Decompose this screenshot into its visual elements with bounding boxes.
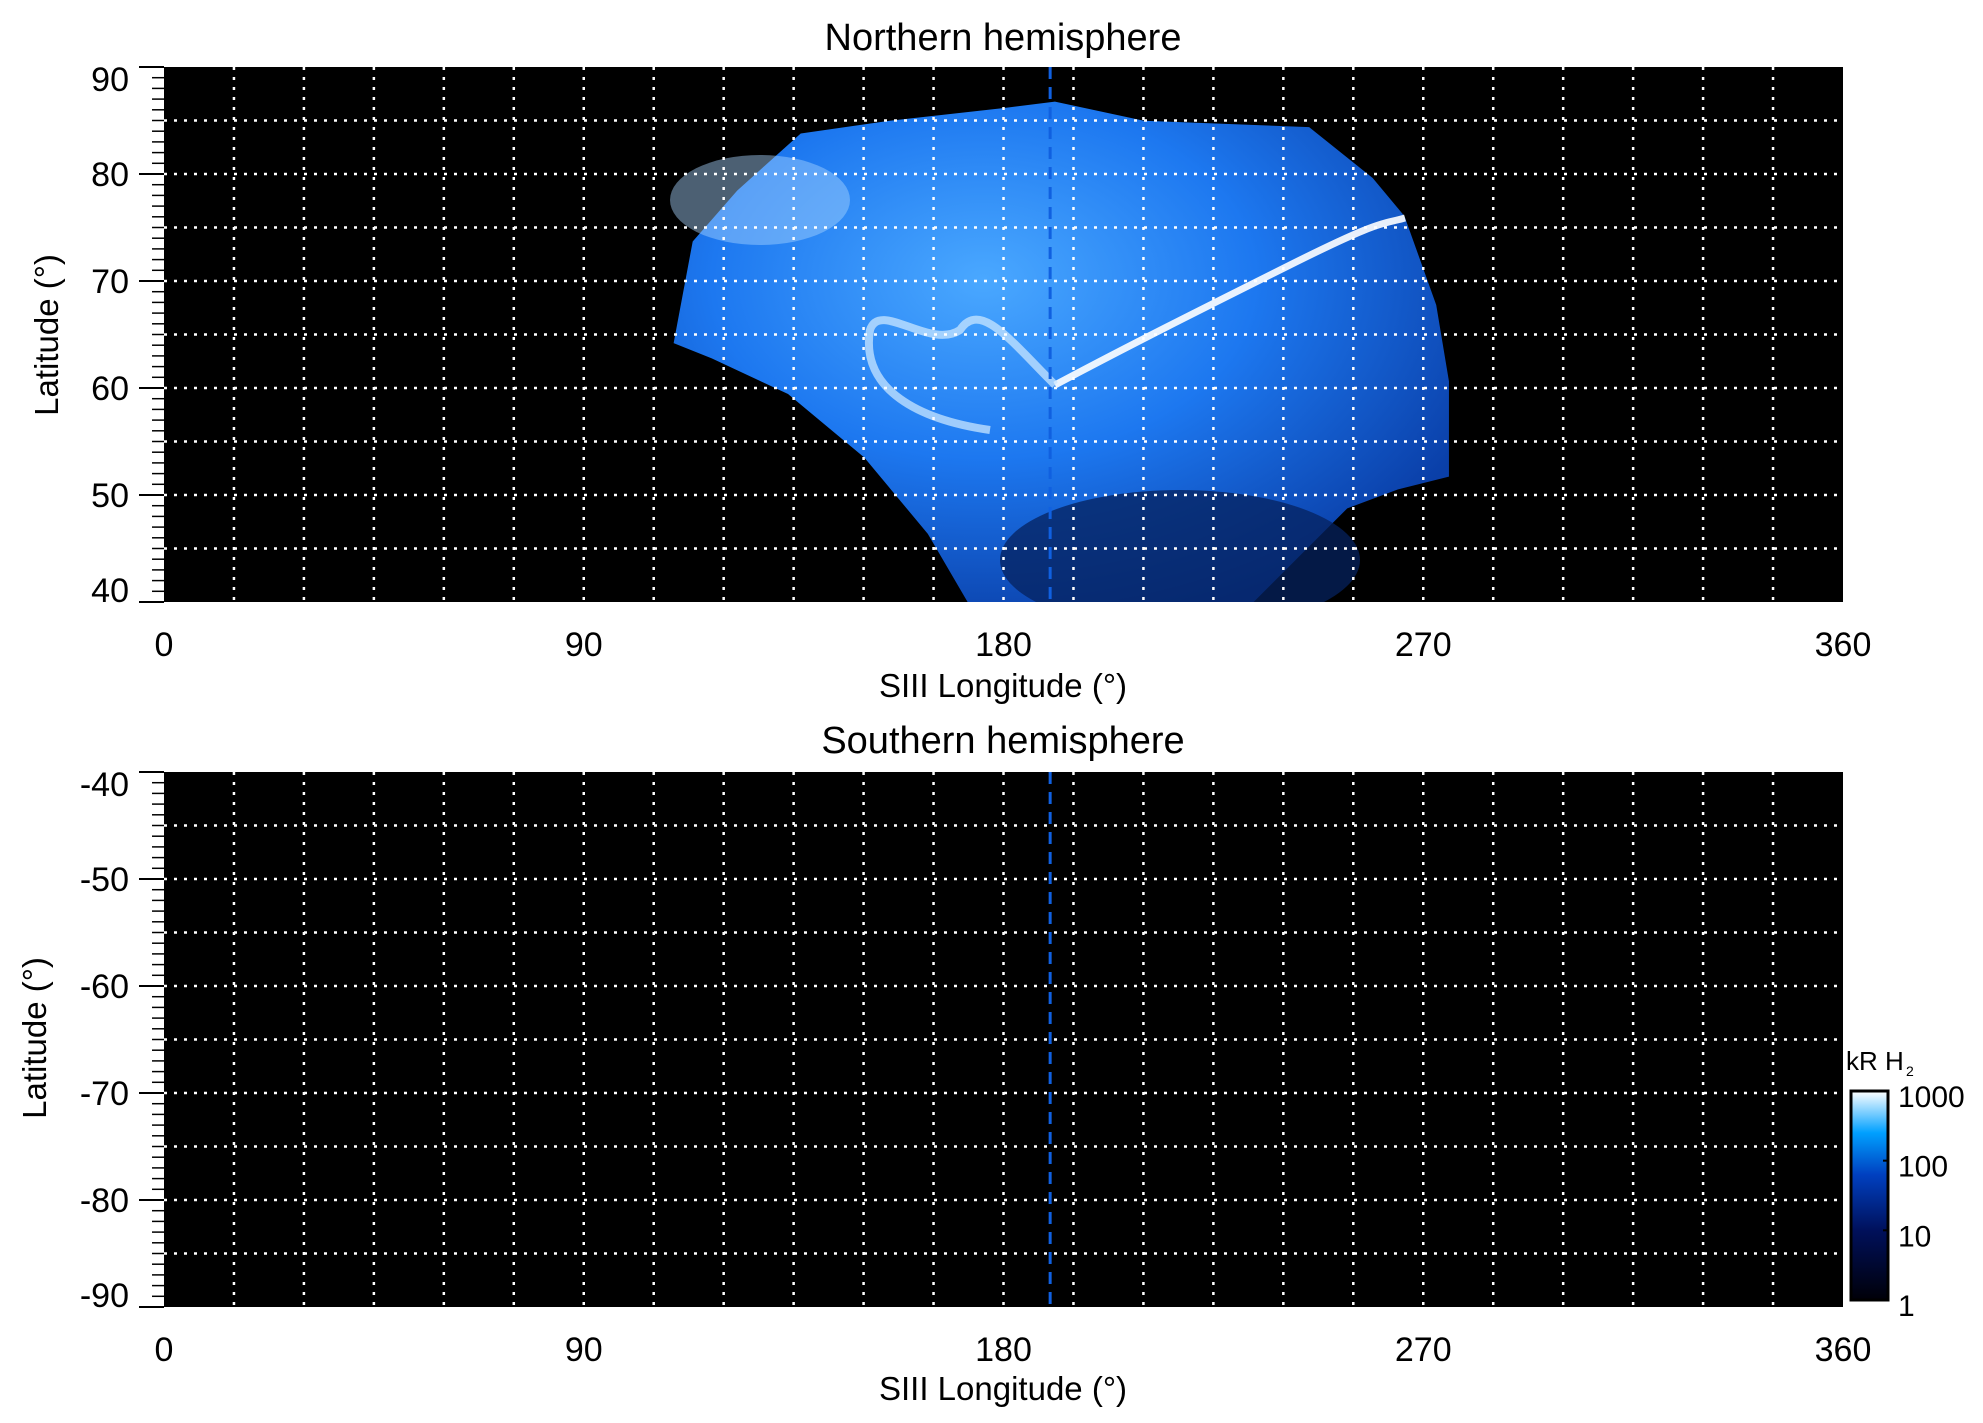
y-tick-label: 50 [91, 477, 129, 515]
y-tick-label: -40 [80, 766, 129, 804]
plot-area [164, 772, 1843, 1307]
colorbar-label: kR H [1846, 1046, 1904, 1076]
x-tick-label: 90 [565, 1331, 603, 1369]
southern-panel: -40 -50 -60 -70 -80 -90 0 90 180 270 360 [80, 766, 1872, 1369]
main-auroral-arc [1053, 214, 1406, 389]
dim-low-latitude-region [1000, 490, 1360, 602]
y-tick-label: -60 [80, 968, 129, 1006]
y-tick-label: 90 [91, 61, 129, 99]
northern-xlabel: SIII Longitude (°) [879, 667, 1127, 704]
x-tick-label: 270 [1395, 1331, 1452, 1369]
x-tick-label: 180 [975, 626, 1032, 664]
colorbar-tick-label: 100 [1898, 1151, 1948, 1184]
colorbar: kR H 2 1000 100 10 1 [1846, 1046, 1965, 1323]
northern-panel: 40 50 60 70 80 90 0 90 180 270 360 [91, 61, 1871, 664]
northern-title: Northern hemisphere [825, 17, 1182, 59]
x-tick-label: 360 [1815, 1331, 1872, 1369]
southern-ylabel: Latitude (°) [16, 957, 53, 1119]
x-tick-label: 270 [1395, 626, 1452, 664]
y-tick-label: 70 [91, 263, 129, 301]
x-tick-label: 180 [975, 1331, 1032, 1369]
colorbar-gradient [1849, 1089, 1890, 1302]
southern-xlabel: SIII Longitude (°) [879, 1370, 1127, 1407]
polar-bright-patch [670, 155, 850, 245]
y-tick-label: -50 [80, 861, 129, 899]
y-tick-label: 40 [91, 572, 129, 610]
x-tick-label: 0 [155, 626, 174, 664]
x-tick-label: 360 [1815, 626, 1872, 664]
y-tick-label: 80 [91, 156, 129, 194]
colorbar-tick-label: 10 [1898, 1220, 1931, 1253]
x-tick-label: 0 [155, 1331, 174, 1369]
y-tick-label: -90 [80, 1277, 129, 1315]
southern-title: Southern hemisphere [821, 720, 1184, 762]
auroral-swirl [864, 315, 1058, 434]
y-tick-label: -80 [80, 1182, 129, 1220]
x-tick-label: 90 [565, 626, 603, 664]
colorbar-tick-label: 1 [1898, 1290, 1915, 1323]
y-tick-label: 60 [91, 370, 129, 408]
y-tick-label: -70 [80, 1075, 129, 1113]
northern-ylabel: Latitude (°) [28, 254, 65, 416]
colorbar-tick-label: 1000 [1898, 1081, 1965, 1114]
colorbar-label-subscript: 2 [1906, 1063, 1914, 1079]
